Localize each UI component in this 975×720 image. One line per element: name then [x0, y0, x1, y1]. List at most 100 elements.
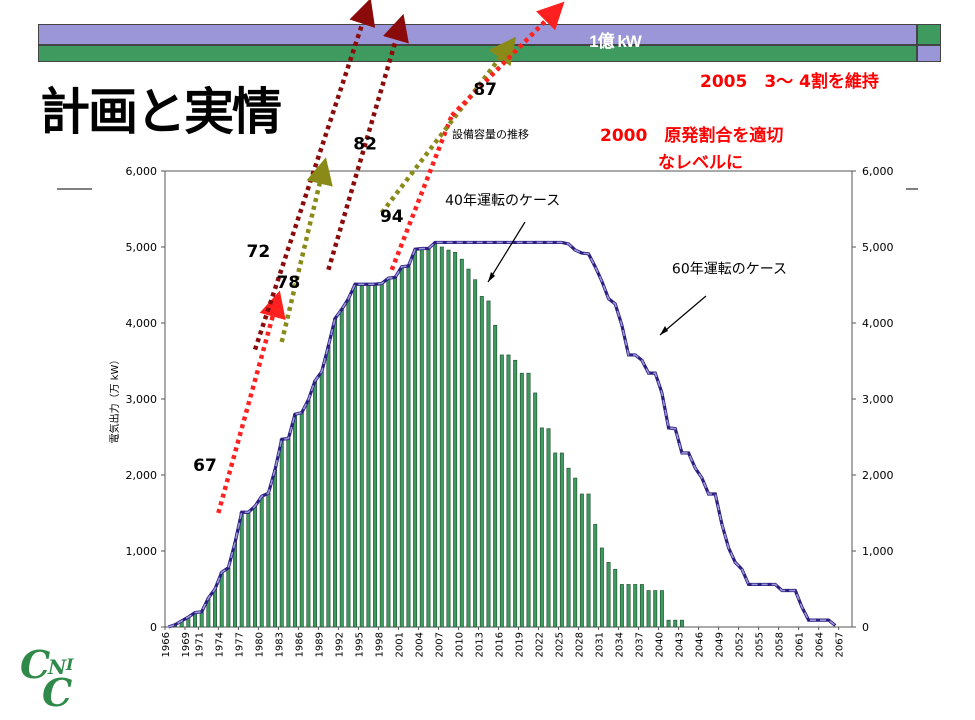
bar-40yr: [213, 588, 217, 628]
annotation-case-label: 60年運転のケース: [672, 262, 787, 278]
bar-40yr: [393, 277, 398, 628]
x-tick-label: 2067: [835, 632, 846, 657]
y-tick-label-left: 3,000: [126, 393, 158, 406]
bar-40yr: [319, 371, 324, 628]
bar-40yr: [379, 283, 384, 628]
annotation-case-label: 40年運転のケース: [445, 193, 560, 209]
bar-40yr: [646, 590, 651, 628]
bar-40yr: [606, 562, 611, 628]
bar-40yr: [673, 619, 678, 628]
bar-40yr: [219, 571, 224, 628]
bar-40yr: [386, 277, 391, 628]
y-tick-label-left: 4,000: [126, 317, 158, 330]
y-tick-label-left: 5,000: [126, 241, 158, 254]
x-tick-label: 2010: [454, 632, 465, 657]
cnic-logo: C N I C: [20, 642, 74, 710]
x-tick-label: 2028: [575, 632, 586, 657]
y-tick-label-left: 0: [150, 621, 157, 634]
annotation-year-label: 94: [380, 207, 404, 227]
x-tick-label: 1983: [274, 632, 285, 657]
bar-40yr: [499, 354, 504, 628]
bar-40yr: [466, 268, 471, 628]
bar-40yr: [199, 611, 204, 628]
bar-40yr: [279, 438, 284, 628]
plan-line-78: [279, 157, 333, 343]
capacity-scale-band-green: [38, 45, 917, 62]
bar-40yr: [366, 283, 371, 628]
bar-40yr: [639, 584, 644, 628]
x-tick-label: 1971: [194, 632, 205, 657]
x-tick-label: 2043: [675, 632, 686, 657]
y-tick-label-left: 1,000: [126, 545, 158, 558]
pointer-60yr-head: [660, 326, 668, 335]
x-tick-label: 2034: [615, 632, 626, 657]
bar-40yr: [253, 505, 258, 628]
capacity-scale-band-end-green: [917, 24, 941, 45]
x-tick-label: 1974: [214, 632, 225, 657]
bar-40yr: [653, 590, 658, 628]
y-axis-label: 電気出力（万 kW）: [108, 355, 121, 444]
bar-40yr: [486, 300, 491, 628]
pointer-40yr: [487, 221, 526, 283]
bar-40yr: [406, 265, 411, 628]
x-tick-label: 2001: [394, 632, 405, 657]
y-tick-label-right: 3,000: [862, 393, 894, 406]
bar-40yr: [306, 399, 311, 628]
chart-subtitle: 設備容量の推移: [452, 128, 529, 141]
bar-40yr: [619, 584, 624, 628]
x-tick-label: 2049: [715, 632, 726, 657]
bar-40yr: [579, 493, 584, 628]
bar-40yr: [326, 345, 331, 628]
bar-40yr: [599, 547, 604, 628]
bar-40yr: [679, 619, 684, 628]
x-tick-label: 2040: [655, 632, 666, 657]
bar-40yr: [659, 590, 664, 628]
bar-40yr: [553, 452, 558, 628]
x-tick-label: 2061: [795, 632, 806, 657]
pointer-60yr: [659, 295, 707, 336]
y-tick-label-right: 2,000: [862, 469, 894, 482]
bar-40yr: [373, 283, 378, 628]
x-tick-label: 2031: [595, 632, 606, 657]
x-tick-label: 1995: [354, 632, 365, 657]
policy-note-2000-line2: なレベルに: [658, 153, 743, 173]
annotation-year-label: 82: [353, 135, 377, 155]
bar-40yr: [473, 279, 478, 628]
x-tick-label: 2037: [635, 632, 646, 657]
bar-40yr: [273, 469, 278, 628]
bar-40yr: [413, 248, 418, 628]
bar-40yr: [539, 427, 544, 628]
annotation-year-label: 67: [193, 456, 217, 476]
svg-text:C: C: [42, 670, 72, 710]
y-tick-label-right: 0: [862, 621, 869, 634]
annotation-year-label: 87: [473, 80, 497, 100]
bar-40yr: [559, 452, 564, 628]
page-title: 計画と実情: [40, 82, 282, 141]
bar-40yr: [299, 412, 304, 628]
x-tick-label: 2004: [414, 632, 425, 657]
bar-40yr: [593, 524, 598, 628]
plan-line-2000: [450, 1, 565, 118]
x-tick-label: 1989: [314, 632, 325, 657]
bar-40yr: [546, 428, 551, 628]
bar-40yr: [446, 249, 451, 628]
line-60yr-dash: [168, 241, 836, 628]
bar-40yr: [419, 248, 424, 628]
bar-40yr: [399, 266, 404, 628]
x-tick-label: 1980: [254, 632, 265, 657]
x-tick-label: 1998: [374, 632, 385, 657]
bar-40yr: [313, 380, 318, 628]
x-tick-label: 2025: [555, 632, 566, 657]
plan-line-94: [389, 114, 454, 271]
plan-line-82: [326, 13, 409, 271]
bar-40yr: [459, 258, 464, 628]
x-tick-label: 1969: [181, 632, 192, 657]
bar-40yr: [259, 495, 264, 628]
x-tick-label: 1977: [234, 632, 245, 657]
bar-40yr: [353, 283, 358, 628]
capacity-scale-band-purple: [38, 24, 917, 45]
bar-40yr: [333, 318, 338, 628]
plan-line-67: [216, 290, 286, 514]
x-tick-label: 2055: [755, 632, 766, 657]
